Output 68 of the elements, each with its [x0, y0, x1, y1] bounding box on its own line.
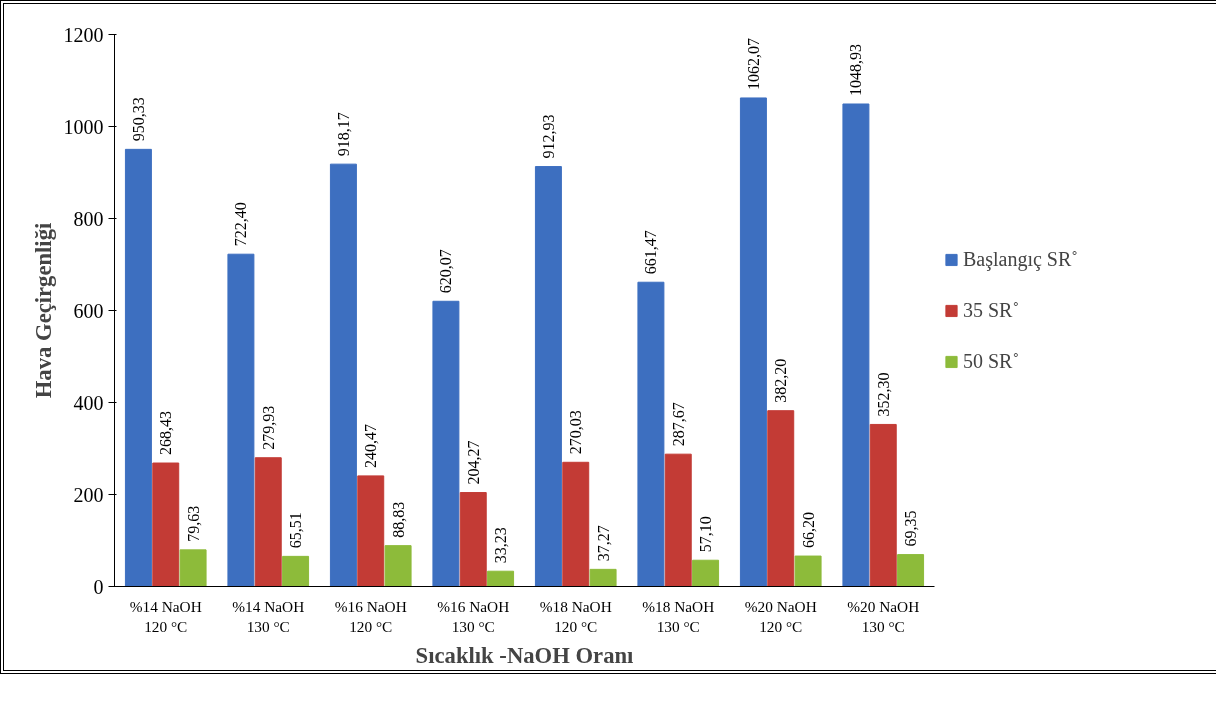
bar — [869, 423, 897, 587]
y-tick-label: 800 — [73, 207, 104, 230]
data-label: 37,27 — [594, 525, 612, 562]
bar — [589, 568, 617, 587]
data-label: 240,47 — [362, 423, 380, 468]
data-label: 620,07 — [437, 249, 455, 294]
bar — [152, 462, 180, 587]
bar — [739, 97, 767, 587]
y-tick-label: 0 — [93, 575, 104, 598]
bar — [357, 475, 385, 587]
data-label: 287,67 — [669, 402, 687, 447]
bar — [329, 163, 357, 587]
y-tick-label: 1200 — [63, 23, 104, 46]
y-tick-label: 600 — [73, 299, 104, 322]
bar — [897, 554, 925, 587]
data-label: 722,40 — [232, 202, 250, 247]
bar — [459, 492, 487, 587]
bar — [842, 103, 870, 587]
data-label: 88,83 — [389, 501, 407, 538]
data-label: 1062,07 — [744, 37, 762, 90]
data-label: 79,63 — [184, 505, 202, 542]
bar — [227, 253, 255, 587]
data-label: 65,51 — [287, 512, 305, 549]
bar — [384, 545, 412, 587]
data-label: 950,33 — [129, 97, 147, 142]
data-label: 661,47 — [642, 230, 660, 275]
x-tick-label: %14 NaOH 120 °C — [129, 597, 202, 635]
legend-label: 35 SR˚ — [963, 298, 1020, 322]
bar — [664, 453, 692, 587]
bar — [254, 457, 282, 587]
x-tick-label: %20 NaOH 130 °C — [847, 597, 920, 635]
bar — [534, 166, 562, 587]
bar — [179, 549, 207, 587]
data-label: 66,20 — [799, 512, 817, 549]
data-label: 1048,93 — [847, 43, 865, 96]
data-label: 918,17 — [334, 112, 352, 157]
x-tick-label: %16 NaOH 120 °C — [334, 597, 407, 635]
data-label: 270,03 — [567, 410, 585, 455]
data-label: 57,10 — [697, 516, 715, 553]
x-axis-title: Sıcaklık -NaOH Oranı — [415, 642, 634, 668]
y-tick-label: 1000 — [63, 115, 104, 138]
bar — [767, 410, 795, 587]
x-tick-label: %20 NaOH 120 °C — [744, 597, 817, 635]
y-axis-title: Hava Geçirgenliği — [30, 222, 56, 399]
data-label: 279,93 — [259, 405, 277, 450]
data-label: 912,93 — [539, 114, 557, 159]
bar — [692, 559, 720, 587]
y-tick-label: 200 — [73, 483, 104, 506]
bar — [562, 461, 590, 587]
bar — [487, 570, 515, 587]
data-label: 268,43 — [157, 411, 175, 456]
data-label: 69,35 — [902, 510, 920, 547]
bar — [124, 148, 152, 587]
legend-label: Başlangıç SR˚ — [963, 247, 1078, 271]
data-label: 204,27 — [464, 440, 482, 485]
y-tick-label: 400 — [73, 391, 104, 414]
x-tick-label: %16 NaOH 130 °C — [437, 597, 510, 635]
x-tick-label: %18 NaOH 120 °C — [539, 597, 612, 635]
legend-label: 50 SR˚ — [963, 349, 1020, 373]
bar — [794, 555, 822, 587]
data-label: 33,23 — [492, 527, 510, 564]
bar — [637, 281, 665, 587]
bar — [432, 300, 460, 587]
x-tick-label: %14 NaOH 130 °C — [232, 597, 305, 635]
bar — [282, 555, 310, 587]
data-label: 352,30 — [874, 372, 892, 417]
data-label: 382,20 — [772, 358, 790, 403]
x-tick-label: %18 NaOH 130 °C — [642, 597, 715, 635]
